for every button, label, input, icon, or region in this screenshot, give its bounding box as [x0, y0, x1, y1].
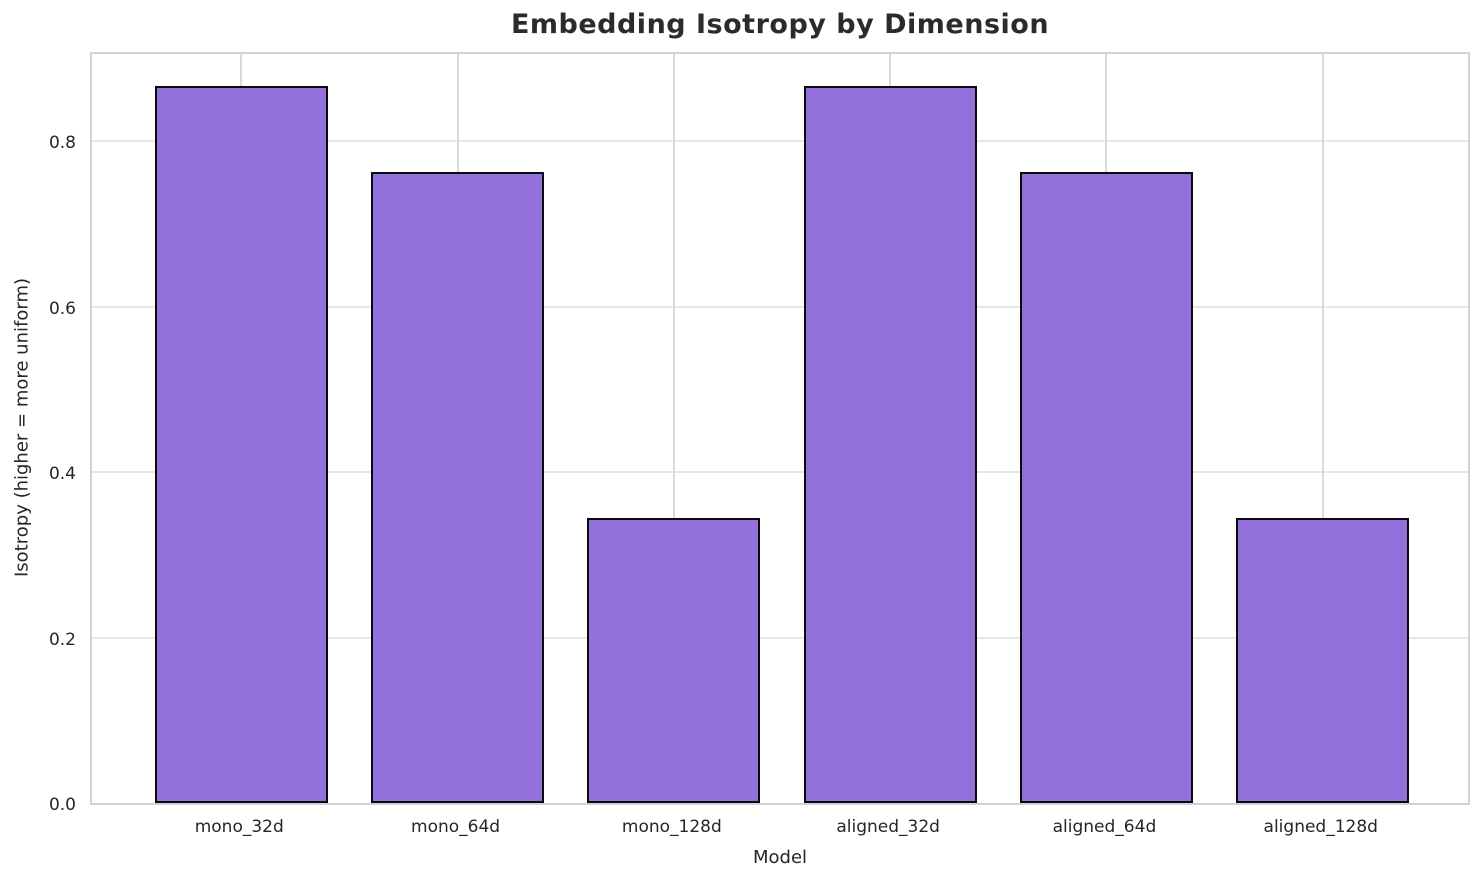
bar-mono_64d [371, 172, 545, 803]
bar-aligned_128d [1236, 517, 1410, 803]
y-tick-label: 0.2 [48, 629, 76, 650]
x-tick-label: mono_128d [621, 817, 722, 837]
x-tick-label: mono_64d [411, 817, 501, 837]
x-gridline [1321, 54, 1324, 803]
y-gridline [92, 471, 1468, 474]
bar-aligned_32d [803, 85, 977, 803]
y-gridline [92, 140, 1468, 143]
y-tick-label: 0.0 [48, 795, 76, 815]
y-axis-label: Isotropy (higher = more uniform) [11, 278, 33, 577]
y-tick-label: 0.4 [48, 464, 76, 484]
x-axis-label: Model [752, 847, 808, 868]
x-tick-label: mono_32d [194, 817, 284, 837]
chart-title: Embedding Isotropy by Dimension [510, 9, 1050, 40]
y-gridline [92, 305, 1468, 308]
y-gridline [92, 636, 1468, 639]
x-tick-label: aligned_32d [836, 817, 940, 837]
x-tick-label: aligned_64d [1052, 817, 1157, 837]
y-tick-label: 0.6 [48, 298, 76, 319]
x-tick-label: aligned_128d [1263, 817, 1378, 837]
x-gridline [672, 54, 675, 803]
y-tick-label: 0.8 [48, 133, 76, 154]
bar-mono_128d [587, 517, 761, 803]
bar-aligned_64d [1019, 172, 1193, 803]
plot-area [90, 52, 1470, 805]
bar-mono_32d [154, 85, 328, 803]
